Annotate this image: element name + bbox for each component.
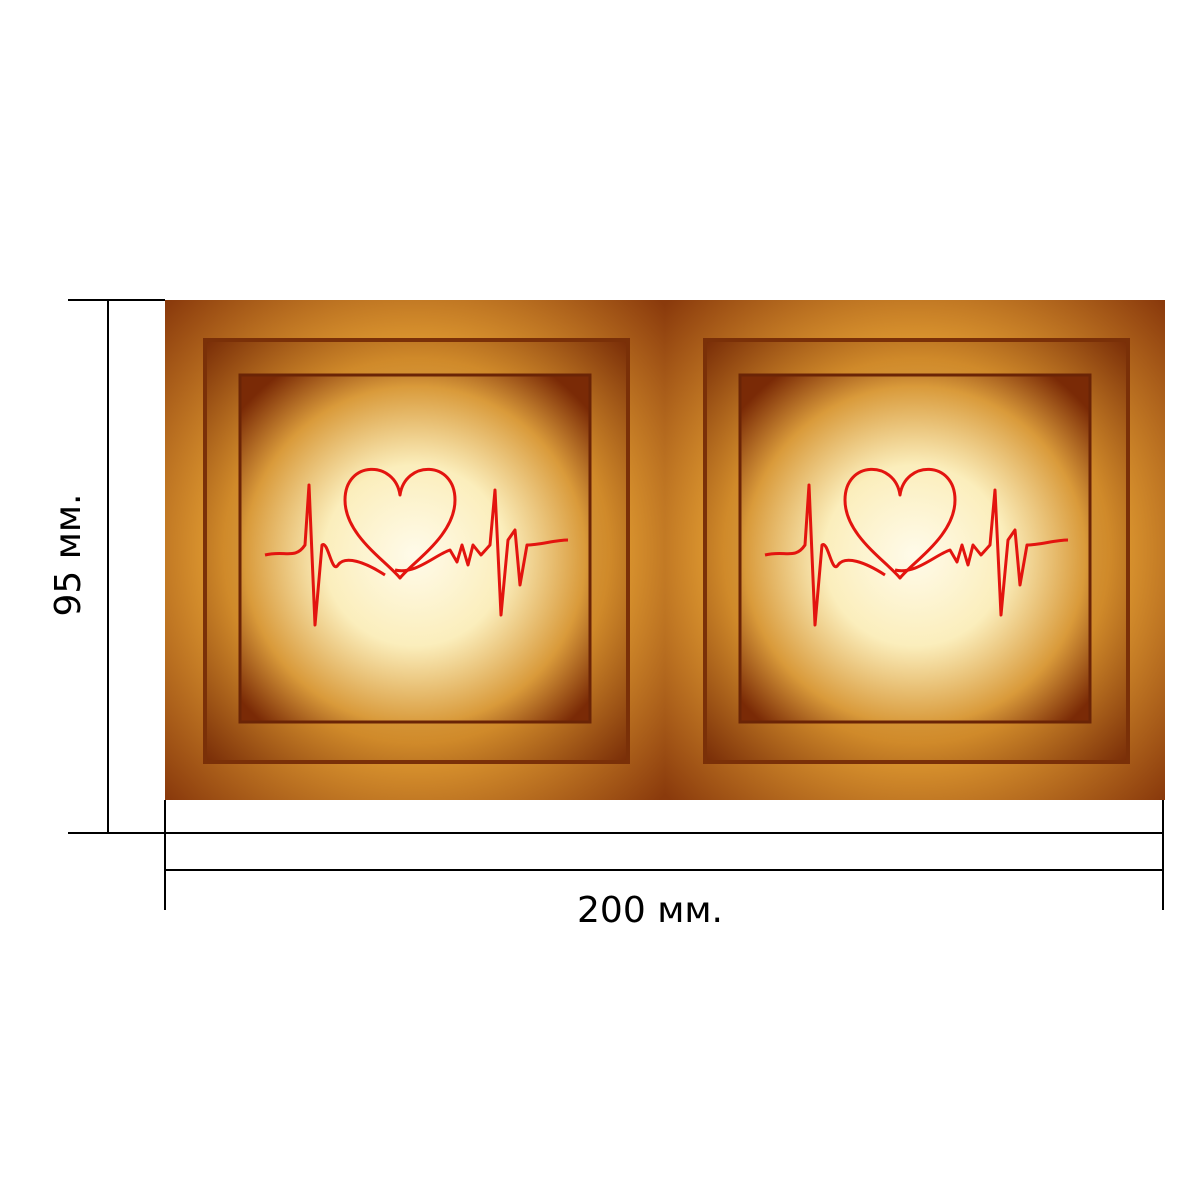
panel: [163, 298, 667, 802]
panel: [663, 298, 1167, 802]
width-label: 200 мм.: [577, 890, 723, 931]
dimension-lines: [68, 299, 1164, 910]
product-image: [163, 298, 1167, 802]
height-label: 95 мм.: [48, 493, 89, 616]
